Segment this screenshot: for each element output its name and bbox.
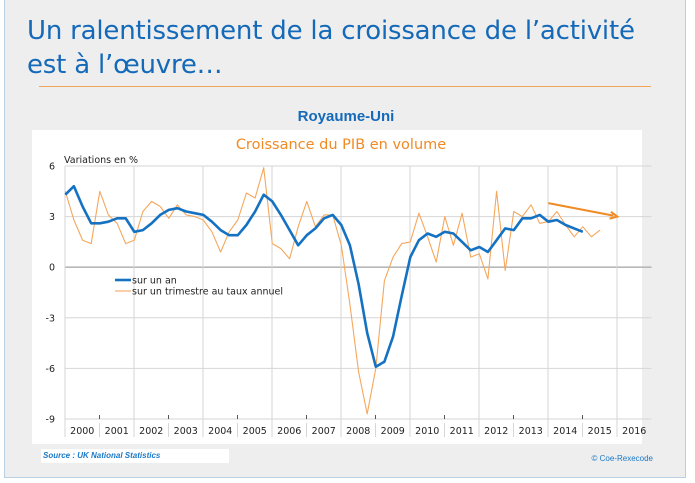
y-tick-label: 6 [49,162,55,173]
x-tick-label: 2006 [277,426,301,437]
legend-label: sur un trimestre au taux annuel [132,287,283,298]
x-tick-label: 2012 [484,426,508,437]
x-tick-label: 2007 [312,426,336,437]
y-tick-label: -9 [46,415,55,426]
x-tick-label: 2002 [139,426,163,437]
y-axis-ticks: 6 3 0 -3 -6 -9 [46,162,55,426]
x-tick-label: 2000 [70,426,94,437]
y-tick-label: -3 [46,313,55,324]
source-note: Source : UK National Statistics [41,449,229,463]
x-tick-label: 2010 [415,426,439,437]
x-tick-label: 2014 [553,426,577,437]
trend-arrow-annotation [548,202,620,220]
x-tick-label: 2013 [519,426,543,437]
trend-arrow-shaft [548,202,614,217]
gdp-growth-chart: Croissance du PIB en volume Variations e… [32,130,652,444]
x-tick-label: 2015 [588,426,612,437]
y-tick-label: 3 [49,212,55,223]
series-group [64,167,601,415]
x-tick-label: 2008 [346,426,370,437]
x-tick-label: 2003 [174,426,198,437]
slide: Un ralentissement de la croissance de l’… [4,0,686,478]
x-tick-label: 2011 [450,426,474,437]
x-axis-ticks: 2000 2001 2002 2003 2004 2005 2006 2007 2008 2009… [70,426,646,437]
x-tick-label: 2016 [622,426,646,437]
x-tick-label: 2004 [208,426,232,437]
y-axis-label: Variations en % [64,155,138,166]
x-tick-label: 2009 [381,426,405,437]
chart-country-heading: Royaume-Uni [297,108,395,125]
y-tick-label: 0 [49,263,55,274]
copyright-note: © Coe-Rexecode [591,454,653,463]
x-tick-label: 2001 [105,426,129,437]
x-tick-label: 2005 [243,426,267,437]
chart-title: Croissance du PIB en volume [236,137,446,153]
series-line-annual [64,184,584,369]
trend-arrow-head [609,211,620,220]
legend-label: sur un an [132,276,177,287]
chart-plot-background [32,130,642,444]
slide-title: Un ralentissement de la croissance de l’… [27,16,635,80]
title-divider [39,86,651,87]
y-tick-label: -6 [46,364,55,375]
